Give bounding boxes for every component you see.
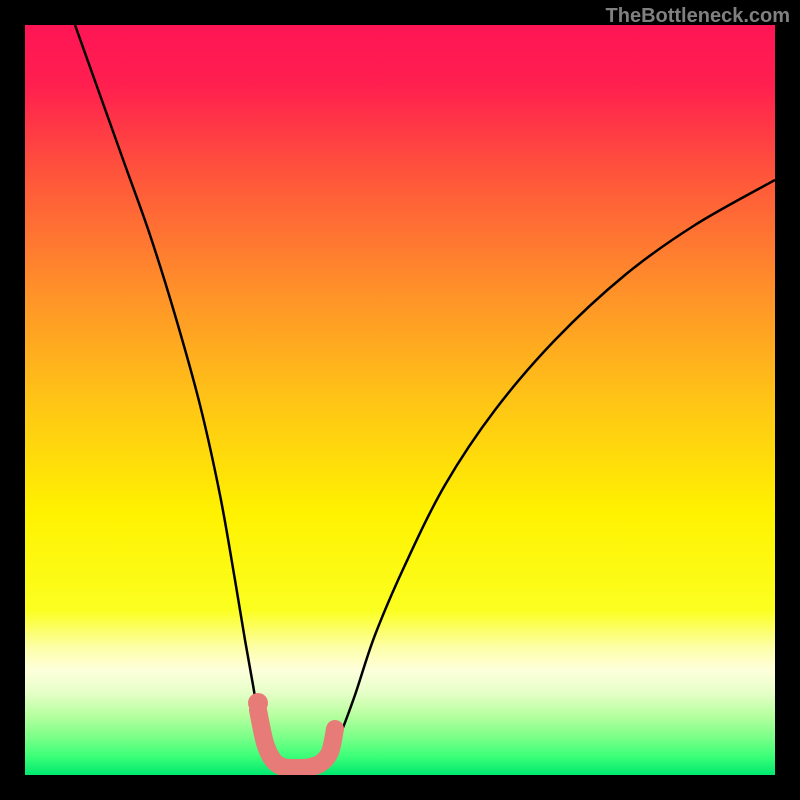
bottleneck-curve — [75, 25, 775, 771]
watermark-text: TheBottleneck.com — [606, 5, 790, 28]
chart-plot-area — [25, 25, 775, 775]
curve-layer — [25, 25, 775, 775]
marker-segment — [258, 710, 335, 768]
marker-dot — [248, 693, 268, 713]
